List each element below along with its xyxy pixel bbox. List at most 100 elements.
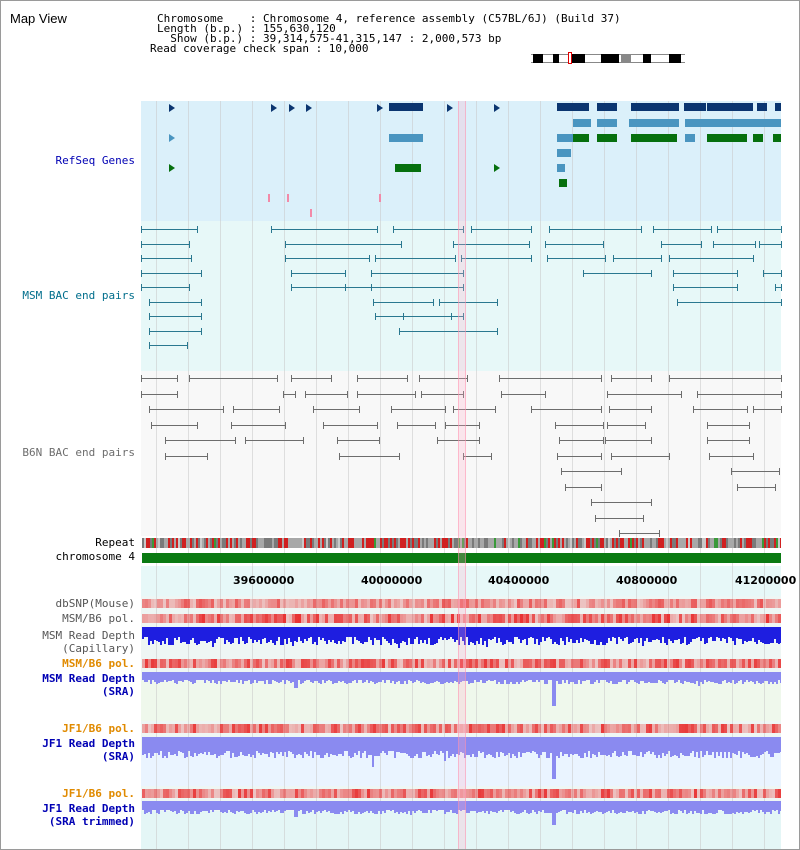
bac-pair[interactable] xyxy=(753,409,781,410)
track-label-jf1-b6-pol[interactable]: JF1/B6 pol. xyxy=(62,722,135,735)
bac-pair[interactable] xyxy=(421,393,463,395)
bac-pair[interactable] xyxy=(609,409,651,410)
bac-pair[interactable] xyxy=(693,409,747,410)
gene-arrow[interactable] xyxy=(494,104,500,112)
bac-pair[interactable] xyxy=(677,301,781,303)
bac-pair[interactable] xyxy=(463,455,491,457)
jf1-b6-pol-strip[interactable] xyxy=(142,724,781,733)
gene-feature[interactable] xyxy=(559,179,567,187)
jf1-depth-sra-plot[interactable] xyxy=(142,737,781,781)
bac-pair[interactable] xyxy=(189,378,277,379)
gene-feature[interactable] xyxy=(757,103,767,111)
gene-feature[interactable] xyxy=(685,134,695,142)
gene-arrow[interactable] xyxy=(271,104,277,112)
bac-pair[interactable] xyxy=(141,258,191,259)
bac-pair[interactable] xyxy=(561,471,621,472)
bac-pair[interactable] xyxy=(453,409,495,410)
bac-pair[interactable] xyxy=(285,243,401,245)
repeat-track-bar[interactable] xyxy=(142,538,781,548)
bac-pair[interactable] xyxy=(149,330,201,332)
bac-pair[interactable] xyxy=(149,301,201,303)
bac-pair[interactable] xyxy=(709,455,753,457)
bac-pair[interactable] xyxy=(151,424,197,426)
bac-pair[interactable] xyxy=(557,455,601,457)
gene-feature[interactable] xyxy=(557,164,565,172)
bac-pair[interactable] xyxy=(149,316,201,317)
bac-pair[interactable] xyxy=(271,229,377,230)
bac-pair[interactable] xyxy=(661,243,701,245)
bac-pair[interactable] xyxy=(233,409,279,410)
bac-pair[interactable] xyxy=(559,440,603,441)
gene-arrow[interactable] xyxy=(169,164,175,172)
gene-feature[interactable] xyxy=(773,134,781,142)
bac-pair[interactable] xyxy=(613,258,661,259)
track-label-msm-bac[interactable]: MSM BAC end pairs xyxy=(22,289,135,302)
bac-pair[interactable] xyxy=(403,316,463,317)
bac-pair[interactable] xyxy=(611,455,669,457)
bac-pair[interactable] xyxy=(393,229,463,230)
bac-pair[interactable] xyxy=(717,229,781,230)
gene-feature[interactable] xyxy=(707,134,747,142)
bac-pair[interactable] xyxy=(759,243,781,245)
bac-pair[interactable] xyxy=(547,258,605,259)
gene-feature[interactable] xyxy=(597,119,617,127)
gene-feature[interactable] xyxy=(631,103,679,111)
bac-pair[interactable] xyxy=(291,287,371,288)
gene-feature[interactable] xyxy=(597,103,617,111)
bac-pair[interactable] xyxy=(141,378,177,379)
bac-pair[interactable] xyxy=(713,243,755,245)
gene-feature[interactable] xyxy=(753,134,763,142)
bac-pair[interactable] xyxy=(149,345,187,346)
bac-pair[interactable] xyxy=(399,330,497,332)
jf1-b6-pol-strip-2[interactable] xyxy=(142,789,781,798)
bac-pair[interactable] xyxy=(345,287,463,288)
bac-pair[interactable] xyxy=(245,440,303,441)
gene-arrow[interactable] xyxy=(494,164,500,172)
bac-pair[interactable] xyxy=(607,393,681,395)
track-label-repeat[interactable]: Repeat xyxy=(95,536,135,549)
jf1-depth-trimmed-plot[interactable] xyxy=(142,801,781,829)
bac-pair[interactable] xyxy=(445,424,479,426)
track-label-jf1-depth-trimmed[interactable]: JF1 Read Depth xyxy=(42,802,135,815)
bac-pair[interactable] xyxy=(501,393,545,395)
bac-pair[interactable] xyxy=(439,301,497,303)
bac-pair[interactable] xyxy=(499,378,601,379)
track-label-refseq[interactable]: RefSeq Genes xyxy=(55,154,135,167)
bac-pair[interactable] xyxy=(669,378,781,379)
track-label-msm-b6-pol-sra[interactable]: MSM/B6 pol. xyxy=(62,657,135,670)
bac-pair[interactable] xyxy=(605,440,651,441)
bac-pair[interactable] xyxy=(775,287,781,288)
gene-feature[interactable] xyxy=(557,149,571,157)
chromosome-bar[interactable] xyxy=(142,553,781,563)
bac-pair[interactable] xyxy=(737,486,775,488)
gene-feature[interactable] xyxy=(395,164,421,172)
bac-pair[interactable] xyxy=(707,440,749,441)
bac-pair[interactable] xyxy=(591,502,651,503)
bac-pair[interactable] xyxy=(305,393,347,395)
bac-pair[interactable] xyxy=(763,272,781,274)
track-label-msm-depth-sra[interactable]: MSM Read Depth xyxy=(42,672,135,685)
msm-depth-capillary-plot[interactable] xyxy=(142,627,781,649)
gene-feature[interactable] xyxy=(707,103,753,111)
gene-arrow[interactable] xyxy=(169,134,175,142)
bac-pair[interactable] xyxy=(141,393,177,395)
bac-pair[interactable] xyxy=(461,258,531,259)
gene-feature[interactable] xyxy=(389,103,423,111)
gene-feature[interactable] xyxy=(557,134,585,142)
bac-pair[interactable] xyxy=(673,287,737,288)
track-label-msm-depth-capillary[interactable]: MSM Read Depth xyxy=(42,629,135,642)
bac-pair[interactable] xyxy=(231,424,285,426)
bac-pair[interactable] xyxy=(531,409,601,410)
msm-bac-track-area[interactable] xyxy=(141,221,781,371)
bac-pair[interactable] xyxy=(357,378,407,379)
bac-pair[interactable] xyxy=(141,272,201,274)
bac-pair[interactable] xyxy=(373,301,433,303)
bac-pair[interactable] xyxy=(165,440,235,441)
msm-b6-pol-sra-strip[interactable] xyxy=(142,659,781,668)
bac-pair[interactable] xyxy=(611,378,651,379)
gene-feature[interactable] xyxy=(684,103,706,111)
bac-pair[interactable] xyxy=(471,229,531,230)
bac-pair[interactable] xyxy=(313,409,359,410)
bac-pair[interactable] xyxy=(555,424,603,426)
bac-pair[interactable] xyxy=(141,243,189,245)
